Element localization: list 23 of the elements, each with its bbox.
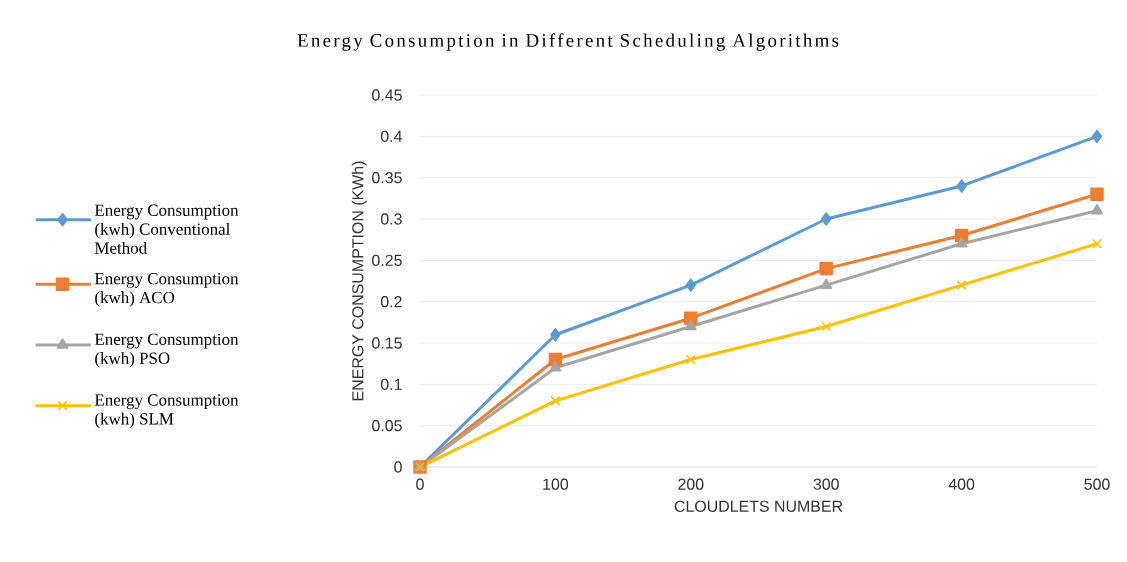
y-tick-label: 0.45 [372, 89, 402, 101]
y-axis-title: ENERGY CONSUMPTION (KWh) [351, 161, 367, 401]
y-tick-label: 0.05 [372, 420, 402, 432]
y-tick-label: 0.15 [372, 337, 402, 349]
x-tick-label: 200 [678, 478, 704, 490]
y-tick-label: 0.35 [372, 172, 402, 184]
x-tick-label: 100 [543, 478, 569, 490]
y-tick-label: 0.4 [380, 130, 403, 142]
x-axis-title: CLOUDLETS NUMBER [674, 500, 843, 512]
legend-label: Energy Consumption (kwh) ACO [94, 272, 239, 307]
y-tick-label: 0.2 [380, 296, 402, 308]
y-tick-label: 0 [394, 461, 402, 473]
x-tick-label: 400 [948, 478, 975, 490]
x-tick-label: 0 [416, 478, 424, 490]
legend-label: Energy Consumption (kwh) PSO [94, 333, 239, 368]
y-tick-label: 0.1 [380, 378, 402, 390]
legend-label: Energy Consumption (kwh) Conventional Method [94, 204, 239, 254]
x-tick-label: 500 [1084, 478, 1110, 490]
x-tick-label: 300 [813, 478, 839, 490]
chart-title: Energy Consumption in Different Scheduling Algorithms [297, 33, 839, 51]
y-tick-label: 0.25 [372, 254, 402, 266]
legend-label: Energy Consumption (kwh) SLM [94, 394, 239, 429]
y-tick-label: 0.3 [380, 213, 402, 225]
